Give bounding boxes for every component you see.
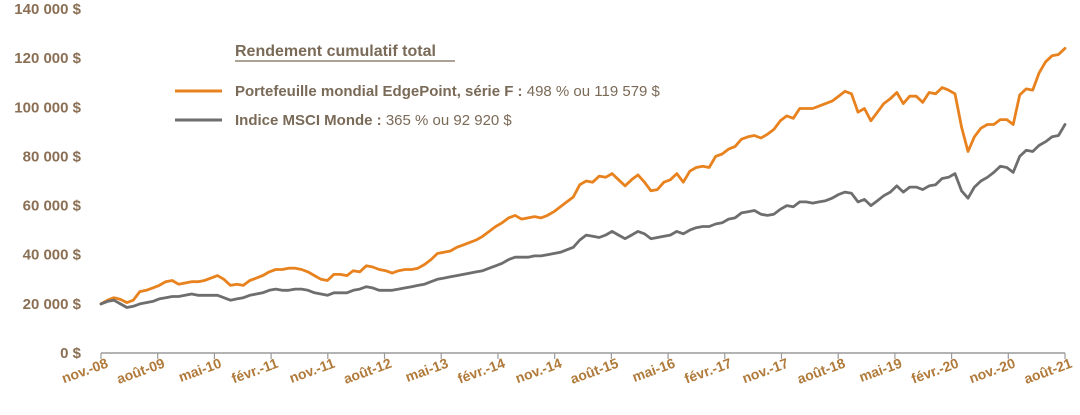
x-tick-label: nov.-14 xyxy=(513,355,564,387)
x-tick-label: nov.-17 xyxy=(740,355,791,387)
x-tick-label: août-15 xyxy=(568,355,620,387)
series-line-1 xyxy=(99,123,1067,309)
y-axis-ticks: 0 $ 20 000 $ 40 000 $ 60 000 $ 80 000 $ 100 0… xyxy=(14,1,81,362)
y-tick-label: 100 000 $ xyxy=(14,99,81,116)
y-tick-label: 80 000 $ xyxy=(23,148,82,165)
x-tick-label: mai-13 xyxy=(403,355,450,385)
legend-title: Rendement cumulatif total xyxy=(235,43,436,60)
y-tick-label: 60 000 $ xyxy=(23,198,82,215)
x-tick-label: mai-19 xyxy=(857,355,904,385)
legend-label-msci: Indice MSCI Monde : 365 % ou 92 920 $ xyxy=(235,112,512,129)
x-tick-label: nov.-20 xyxy=(967,355,1018,387)
series-group xyxy=(99,46,1067,309)
y-tick-label: 40 000 $ xyxy=(23,247,82,264)
x-tick-label: août-18 xyxy=(795,355,847,387)
x-axis-ticks: nov.-08 août-09 mai-10 févr.-11 nov.-11 août-… xyxy=(59,353,1074,387)
y-tick-label: 120 000 $ xyxy=(14,50,81,67)
x-tick-label: févr.-17 xyxy=(682,355,734,387)
x-tick-label: févr.-20 xyxy=(909,355,961,387)
y-tick-label: 140 000 $ xyxy=(14,1,81,18)
legend-label-edgepoint: Portefeuille mondial EdgePoint, série F … xyxy=(235,83,661,100)
x-tick-label: août-21 xyxy=(1022,355,1074,387)
legend: Rendement cumulatif total Portefeuille m… xyxy=(175,43,661,129)
x-tick-label: mai-16 xyxy=(630,355,677,385)
x-tick-label: nov.-11 xyxy=(287,355,337,386)
x-tick-label: août-09 xyxy=(114,355,166,387)
y-tick-label: 0 $ xyxy=(60,345,82,362)
x-tick-label: mai-10 xyxy=(176,355,223,385)
x-tick-label: févr.-14 xyxy=(455,355,507,387)
x-tick-label: févr.-11 xyxy=(229,355,280,387)
y-tick-label: 20 000 $ xyxy=(23,296,82,313)
series-line-0 xyxy=(99,46,1067,306)
x-tick-label: août-12 xyxy=(341,355,393,387)
